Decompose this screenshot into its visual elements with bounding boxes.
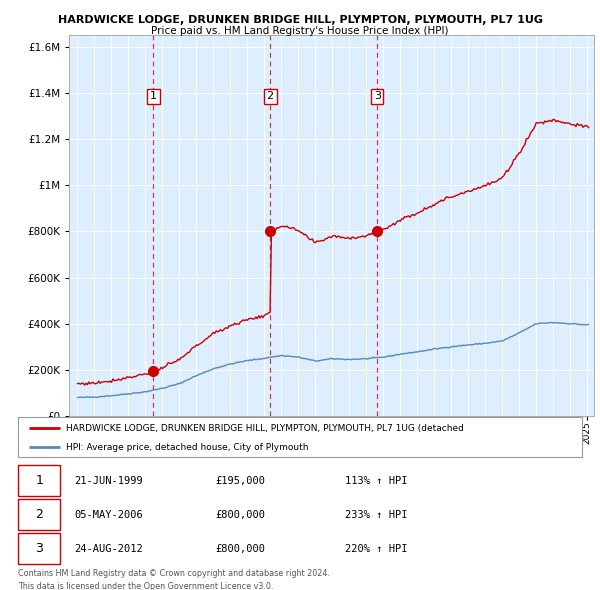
Text: 3: 3 <box>35 542 43 555</box>
Text: 1: 1 <box>150 91 157 101</box>
FancyBboxPatch shape <box>18 465 60 496</box>
Text: HARDWICKE LODGE, DRUNKEN BRIDGE HILL, PLYMPTON, PLYMOUTH, PL7 1UG (detached: HARDWICKE LODGE, DRUNKEN BRIDGE HILL, PL… <box>66 424 464 433</box>
Text: 2: 2 <box>35 508 43 522</box>
Text: £800,000: £800,000 <box>215 544 265 554</box>
Text: £800,000: £800,000 <box>215 510 265 520</box>
Text: Contains HM Land Registry data © Crown copyright and database right 2024.: Contains HM Land Registry data © Crown c… <box>18 569 330 578</box>
Text: 05-MAY-2006: 05-MAY-2006 <box>74 510 143 520</box>
Text: 3: 3 <box>374 91 381 101</box>
Text: HPI: Average price, detached house, City of Plymouth: HPI: Average price, detached house, City… <box>66 442 308 452</box>
Text: 233% ↑ HPI: 233% ↑ HPI <box>345 510 407 520</box>
Text: 2: 2 <box>266 91 274 101</box>
Text: 113% ↑ HPI: 113% ↑ HPI <box>345 476 407 486</box>
FancyBboxPatch shape <box>18 417 582 457</box>
Text: This data is licensed under the Open Government Licence v3.0.: This data is licensed under the Open Gov… <box>18 582 274 590</box>
FancyBboxPatch shape <box>18 499 60 530</box>
Text: 220% ↑ HPI: 220% ↑ HPI <box>345 544 407 554</box>
FancyBboxPatch shape <box>18 533 60 564</box>
Text: 1: 1 <box>35 474 43 487</box>
Text: 24-AUG-2012: 24-AUG-2012 <box>74 544 143 554</box>
Text: 21-JUN-1999: 21-JUN-1999 <box>74 476 143 486</box>
Text: £195,000: £195,000 <box>215 476 265 486</box>
Text: HARDWICKE LODGE, DRUNKEN BRIDGE HILL, PLYMPTON, PLYMOUTH, PL7 1UG: HARDWICKE LODGE, DRUNKEN BRIDGE HILL, PL… <box>58 15 542 25</box>
Text: Price paid vs. HM Land Registry's House Price Index (HPI): Price paid vs. HM Land Registry's House … <box>151 26 449 36</box>
